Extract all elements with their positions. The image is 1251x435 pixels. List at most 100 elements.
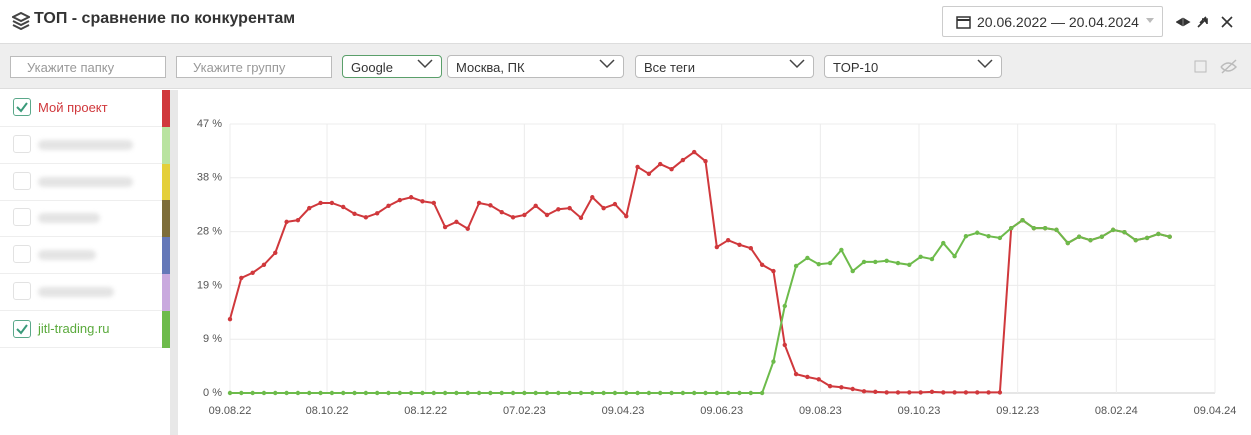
- x-tick-label: 07.02.23: [503, 405, 546, 417]
- data-point: [273, 390, 278, 396]
- folder-input[interactable]: Укажите папку: [10, 56, 166, 78]
- data-point: [827, 260, 833, 266]
- window-controls[interactable]: [1176, 15, 1238, 29]
- x-tick-label: 09.08.22: [209, 405, 252, 417]
- top-select[interactable]: TOP-10: [824, 55, 1002, 78]
- checkbox[interactable]: [13, 245, 31, 263]
- data-point: [805, 255, 810, 261]
- data-point: [703, 159, 708, 164]
- data-point: [1042, 225, 1048, 231]
- data-point: [612, 201, 618, 207]
- data-point: [465, 226, 470, 231]
- legend-entry[interactable]: jitl-trading.ru: [0, 311, 162, 348]
- checkbox[interactable]: [13, 282, 31, 300]
- y-tick-label: 9 %: [203, 333, 222, 345]
- data-point: [1020, 217, 1025, 223]
- group-input[interactable]: Укажите группу: [176, 56, 332, 78]
- legend-entry[interactable]: Мой проект: [0, 90, 162, 127]
- data-point: [1144, 235, 1150, 241]
- data-point: [295, 390, 301, 396]
- data-point: [725, 390, 731, 396]
- data-point: [884, 258, 889, 263]
- data-point: [918, 254, 923, 259]
- data-point: [737, 242, 742, 247]
- data-point: [522, 212, 527, 218]
- blurred-name: [38, 213, 100, 223]
- checkbox[interactable]: [13, 98, 31, 116]
- legend-label: jitl-trading.ru: [38, 321, 110, 336]
- data-point: [341, 204, 346, 210]
- data-point: [941, 240, 946, 246]
- engine-select[interactable]: Google: [342, 55, 442, 78]
- data-point: [465, 390, 470, 396]
- data-point: [669, 167, 674, 172]
- data-point: [352, 211, 357, 217]
- data-point: [499, 390, 504, 396]
- legend-entry[interactable]: [0, 127, 162, 164]
- data-point: [420, 199, 425, 204]
- data-point: [793, 371, 799, 377]
- data-point: [601, 205, 606, 211]
- blurred-name: [38, 287, 114, 297]
- legend-entry[interactable]: [0, 274, 162, 311]
- data-point: [691, 149, 697, 155]
- legend-entry[interactable]: [0, 237, 162, 274]
- data-point: [476, 200, 482, 206]
- data-point: [442, 224, 448, 230]
- data-point: [771, 268, 776, 274]
- data-point: [986, 233, 991, 239]
- series-line: [229, 150, 1170, 394]
- date-range[interactable]: 20.06.2022 — 20.04.2024: [942, 6, 1163, 37]
- data-point: [997, 235, 1003, 241]
- data-point: [227, 316, 233, 322]
- header: ТОП - сравнение по конкурентам 20.06.202…: [0, 0, 1251, 44]
- data-point: [408, 390, 414, 396]
- data-point: [975, 390, 980, 395]
- data-point: [725, 237, 731, 243]
- data-point: [386, 390, 391, 396]
- data-point: [1009, 225, 1014, 231]
- data-point: [239, 275, 244, 281]
- data-point: [975, 230, 980, 235]
- data-point: [714, 244, 720, 250]
- data-point: [1122, 229, 1127, 235]
- data-point: [250, 270, 255, 276]
- data-point: [658, 390, 663, 396]
- data-point: [374, 390, 380, 396]
- data-point: [476, 390, 482, 396]
- data-point: [793, 263, 799, 269]
- data-point: [250, 390, 255, 396]
- data-point: [680, 157, 686, 163]
- legend-color: [162, 127, 170, 164]
- data-point: [918, 390, 923, 395]
- data-point: [646, 390, 652, 396]
- data-point: [1156, 231, 1161, 237]
- data-point: [646, 171, 652, 176]
- data-point: [227, 390, 233, 396]
- data-point: [590, 195, 595, 200]
- data-point: [748, 390, 754, 396]
- x-tick-label: 09.08.23: [799, 405, 842, 417]
- data-point: [929, 256, 935, 262]
- data-point: [273, 250, 278, 255]
- data-point: [635, 390, 640, 396]
- data-point: [329, 390, 335, 396]
- data-point: [295, 217, 301, 223]
- layers-icon: [12, 12, 30, 30]
- checkbox[interactable]: [13, 320, 31, 338]
- checkbox[interactable]: [13, 135, 31, 153]
- region-select[interactable]: Москва, ПК: [447, 55, 624, 78]
- checkbox[interactable]: [13, 208, 31, 226]
- x-tick-label: 08.12.22: [404, 405, 447, 417]
- data-point: [533, 203, 538, 209]
- y-tick-label: 47 %: [197, 118, 222, 130]
- data-point: [963, 390, 969, 395]
- tags-select[interactable]: Все теги: [635, 55, 814, 78]
- legend-entry[interactable]: [0, 164, 162, 201]
- data-point: [454, 219, 459, 225]
- data-point: [1065, 240, 1071, 246]
- data-point: [1133, 237, 1138, 243]
- legend-entry[interactable]: [0, 200, 162, 237]
- checkbox[interactable]: [13, 172, 31, 190]
